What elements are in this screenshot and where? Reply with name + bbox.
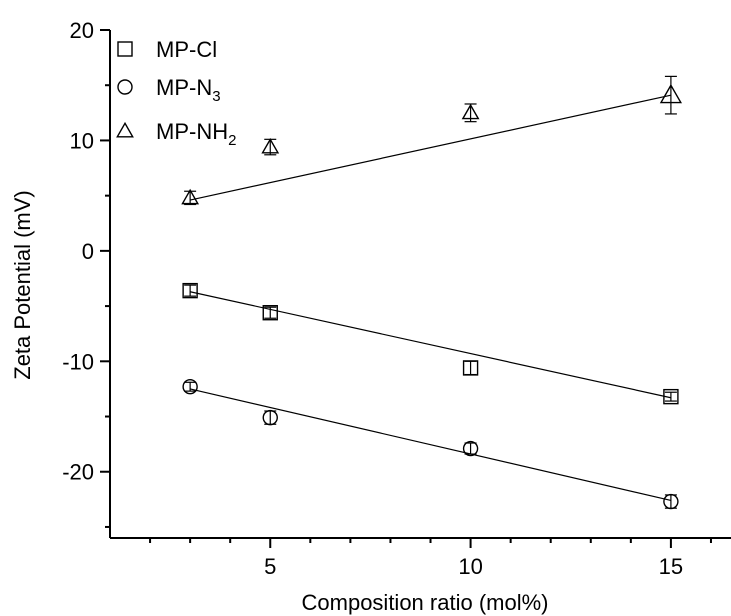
point-triangle xyxy=(261,137,280,154)
legend-entry: MP-Cl xyxy=(156,37,217,62)
x-tick-label: 10 xyxy=(458,554,482,579)
point-square xyxy=(262,305,278,321)
fit-line-triangle xyxy=(190,94,672,201)
legend-entry-name: MP-NH xyxy=(156,119,228,144)
point-circle xyxy=(262,409,278,426)
axes: -20 -10 0 10 20 5 10 15 xyxy=(62,18,731,579)
point-circle xyxy=(663,493,679,510)
point-triangle xyxy=(461,103,480,120)
point-circle xyxy=(462,440,479,457)
y-axis-label: Zeta Potential (mV) xyxy=(10,190,35,380)
legend-marker-square xyxy=(117,41,133,57)
legend-entry: MP-N3 xyxy=(156,75,221,105)
legend-entry: MP-NH2 xyxy=(156,119,236,149)
y-tick-label: 0 xyxy=(82,239,94,264)
point-triangle xyxy=(181,188,200,205)
y-tick-label: 20 xyxy=(70,18,94,43)
x-axis-label: Composition ratio (mol%) xyxy=(302,590,549,615)
fit-line-square xyxy=(189,291,672,399)
y-tick-label: -20 xyxy=(62,460,94,485)
legend-marker-circle xyxy=(117,79,133,95)
point-circle xyxy=(182,379,198,395)
point-triangle xyxy=(659,83,683,104)
legend-entry-name: MP-N xyxy=(156,75,212,100)
point-square xyxy=(663,388,679,405)
y-tick-label: -10 xyxy=(62,349,94,374)
x-tick-label: 5 xyxy=(264,554,276,579)
legend: MP-Cl MP-N3 MP-NH2 xyxy=(116,37,236,149)
legend-entry-name: MP-Cl xyxy=(156,37,217,62)
legend-entry-subscript: 3 xyxy=(212,88,220,105)
x-tick-label: 15 xyxy=(659,554,683,579)
fit-lines xyxy=(189,94,672,502)
data-points xyxy=(181,75,683,510)
point-square xyxy=(462,360,479,376)
legend-marker-triangle xyxy=(116,121,134,138)
fit-line-circle xyxy=(189,388,672,502)
point-square xyxy=(182,282,198,299)
y-tick-label: 10 xyxy=(70,128,94,153)
legend-entry-subscript: 2 xyxy=(228,132,236,149)
